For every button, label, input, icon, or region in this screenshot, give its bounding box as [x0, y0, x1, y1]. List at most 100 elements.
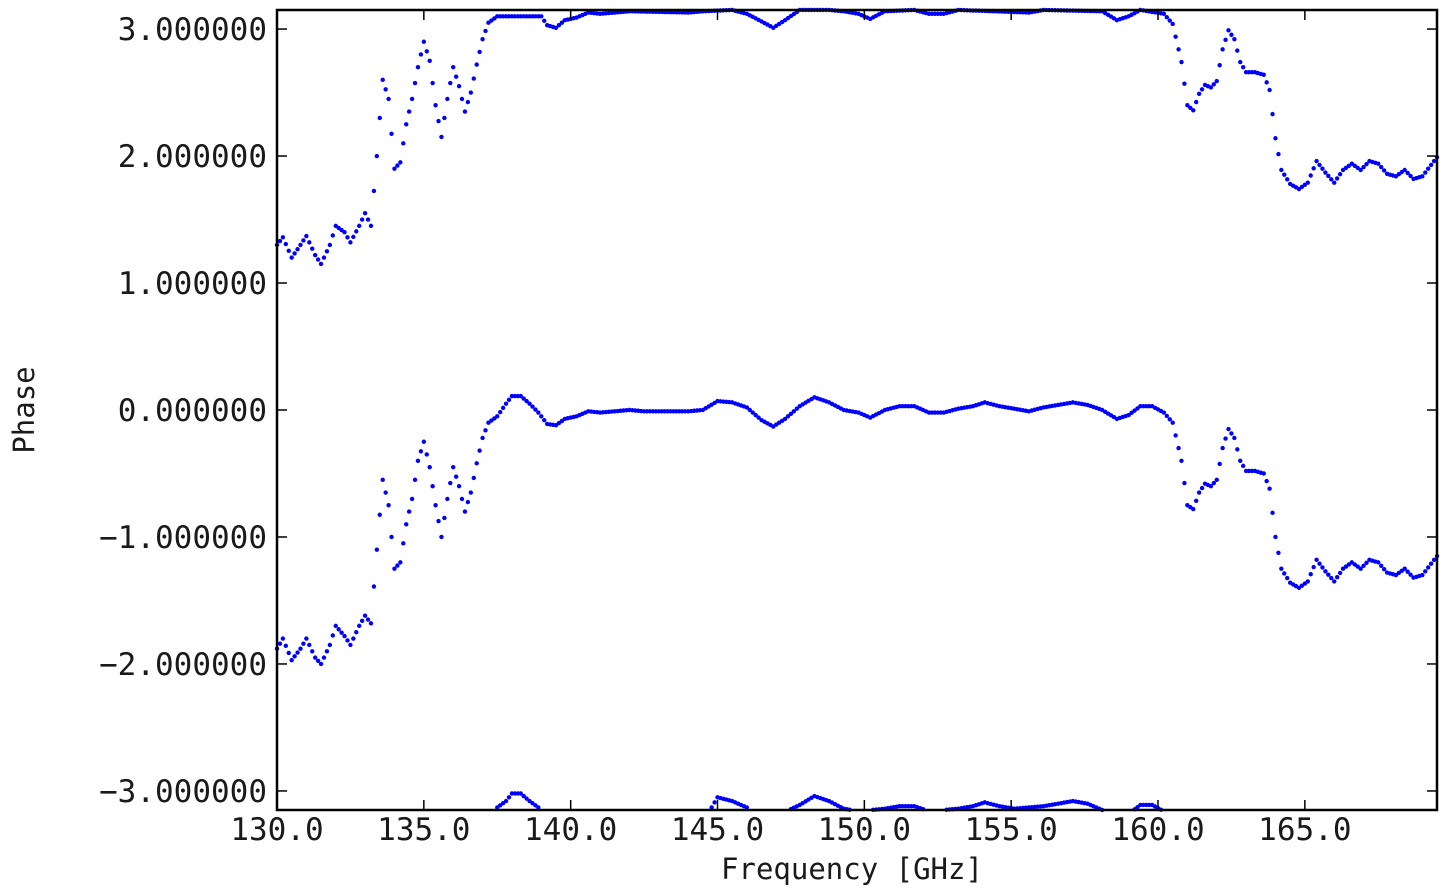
data-point: [1282, 172, 1287, 177]
data-point: [298, 646, 303, 651]
data-point: [439, 134, 444, 140]
data-point: [318, 661, 324, 667]
data-point: [365, 617, 371, 622]
data-point: [1379, 563, 1384, 568]
data-point: [462, 109, 468, 114]
data-point: [386, 96, 391, 102]
data-point: [1329, 575, 1334, 581]
data-point: [1217, 461, 1222, 467]
data-point: [406, 509, 412, 514]
data-point: [430, 483, 435, 489]
data-point: [430, 80, 435, 86]
data-point: [401, 541, 406, 546]
data-point: [1182, 480, 1187, 486]
data-point: [339, 630, 344, 635]
x-tick-label: 150.0: [818, 812, 911, 848]
data-point: [404, 522, 409, 527]
tick-labels: 130.0 135.0 140.0 145.0 150.0 155.0 160.0 165.0…: [99, 12, 1351, 848]
data-point: [1173, 433, 1178, 438]
data-point: [442, 515, 447, 521]
data-point: [788, 411, 794, 417]
data-point: [354, 229, 359, 234]
data-point: [1261, 72, 1266, 77]
data-point: [333, 623, 338, 629]
data-point: [503, 798, 509, 804]
data-point: [433, 103, 438, 108]
data-point: [753, 412, 758, 418]
data-point: [1285, 575, 1290, 581]
data-point: [351, 636, 356, 641]
data-point: [327, 642, 333, 648]
data-point: [1428, 162, 1434, 168]
data-point: [539, 14, 544, 19]
data-point: [395, 563, 400, 568]
data-point: [1229, 32, 1234, 37]
data-point: [345, 638, 350, 643]
data-point: [324, 649, 330, 654]
data-point: [1167, 18, 1172, 23]
data-point: [1240, 463, 1246, 469]
data-point: [448, 80, 453, 86]
data-point: [295, 246, 300, 252]
data-point: [1423, 569, 1428, 574]
data-point: [392, 166, 397, 171]
data-point: [1423, 170, 1428, 175]
data-point: [1211, 82, 1217, 87]
data-point: [1176, 445, 1181, 451]
data-point: [289, 657, 294, 663]
data-point: [1214, 477, 1219, 483]
data-point: [1167, 417, 1172, 422]
data-points: [274, 7, 1440, 813]
data-point: [1276, 550, 1281, 556]
data-point: [539, 414, 544, 419]
data-point: [524, 398, 529, 404]
data-point: [791, 409, 797, 414]
data-point: [524, 796, 529, 801]
data-point: [1376, 161, 1381, 166]
data-point: [377, 115, 382, 121]
data-point: [1176, 47, 1181, 52]
data-point: [750, 410, 755, 415]
data-point: [1261, 471, 1266, 476]
data-point: [477, 448, 482, 453]
data-point: [1238, 458, 1243, 463]
data-point: [1211, 480, 1217, 486]
data-point: [1208, 483, 1214, 489]
data-point: [465, 99, 471, 105]
data-point: [533, 407, 538, 412]
data-point: [712, 800, 717, 805]
data-point: [1279, 167, 1284, 173]
data-point: [542, 18, 547, 23]
data-point: [421, 439, 427, 444]
data-point: [283, 241, 289, 247]
x-tick-label: 130.0: [230, 812, 323, 848]
data-point: [782, 416, 788, 422]
data-point: [415, 458, 421, 463]
y-tick-label: −3.000000: [99, 774, 267, 810]
data-point: [503, 401, 509, 406]
data-point: [1323, 569, 1328, 574]
data-point: [415, 64, 421, 70]
data-point: [424, 452, 429, 457]
data-point: [1381, 168, 1387, 173]
data-point: [1408, 572, 1413, 577]
data-point: [1425, 166, 1431, 171]
data-point: [362, 210, 368, 216]
data-point: [371, 584, 377, 589]
data-point: [459, 96, 465, 102]
data-point: [418, 449, 424, 454]
data-point: [442, 115, 447, 121]
data-point: [521, 793, 526, 799]
data-point: [1217, 63, 1222, 68]
data-point: [280, 235, 286, 240]
data-point: [536, 410, 541, 415]
data-point: [1308, 572, 1313, 577]
data-point: [483, 28, 488, 34]
data-point: [1332, 180, 1337, 185]
data-point: [321, 255, 327, 260]
data-point: [465, 499, 471, 505]
data-point: [1179, 458, 1184, 463]
x-tick-label: 155.0: [965, 812, 1058, 848]
data-point: [357, 623, 362, 629]
data-point: [1223, 436, 1228, 441]
